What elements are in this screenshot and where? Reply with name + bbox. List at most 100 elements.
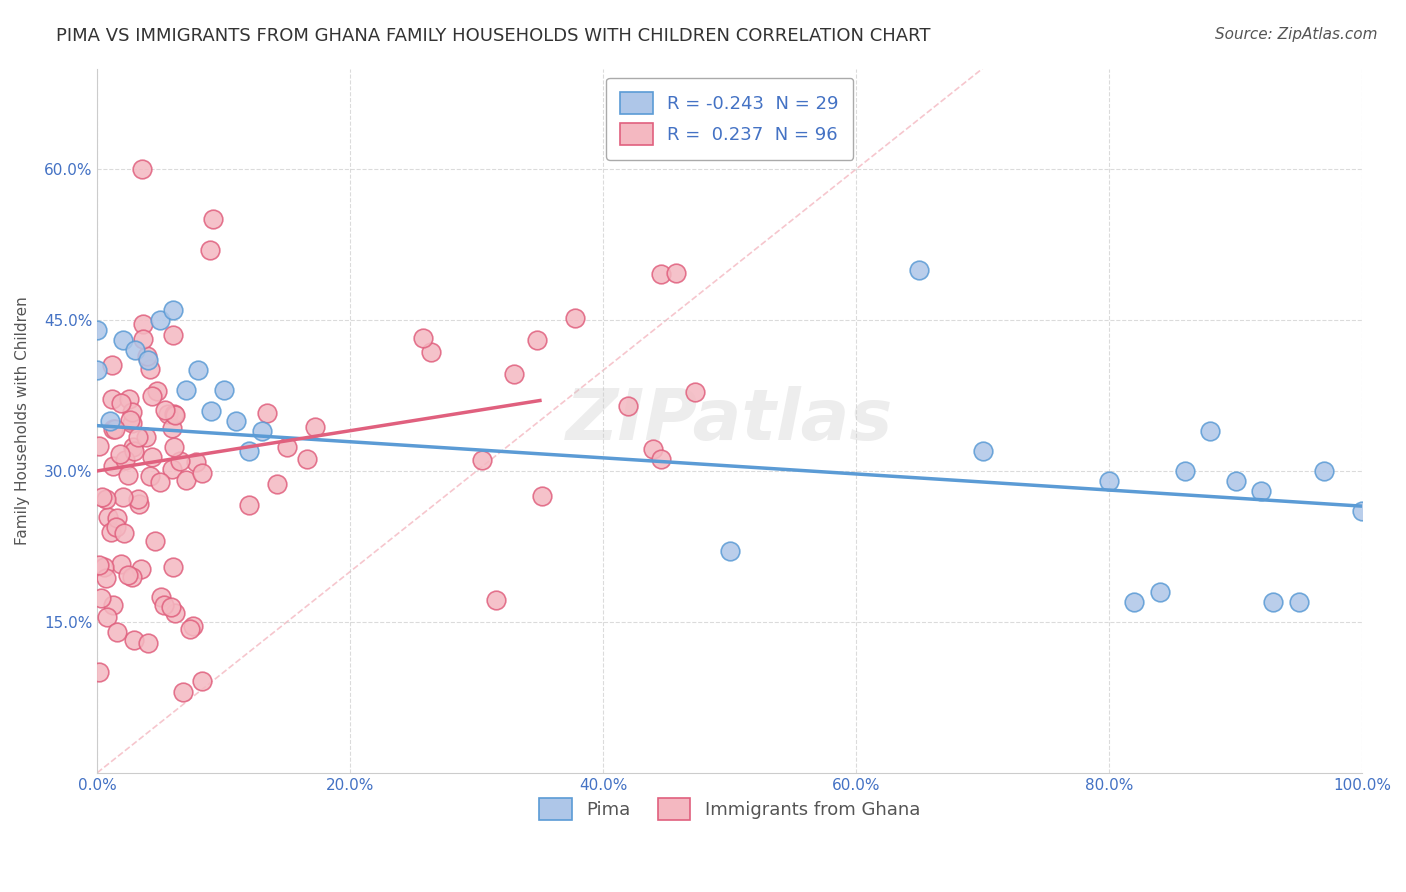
Point xyxy=(503,367,526,381)
Point xyxy=(86,323,108,337)
Point xyxy=(650,267,672,281)
Point xyxy=(163,606,186,620)
Point xyxy=(89,439,111,453)
Point xyxy=(90,591,112,605)
Point xyxy=(127,430,149,444)
Point xyxy=(143,534,166,549)
Point xyxy=(105,519,128,533)
Point xyxy=(141,389,163,403)
Point xyxy=(153,598,176,612)
Point xyxy=(155,403,177,417)
Point xyxy=(162,302,184,317)
Point xyxy=(485,592,508,607)
Point xyxy=(266,476,288,491)
Point xyxy=(250,424,273,438)
Point xyxy=(139,469,162,483)
Point xyxy=(101,422,124,436)
Point xyxy=(120,413,142,427)
Point xyxy=(297,452,319,467)
Point xyxy=(238,443,260,458)
Text: PIMA VS IMMIGRANTS FROM GHANA FAMILY HOUSEHOLDS WITH CHILDREN CORRELATION CHART: PIMA VS IMMIGRANTS FROM GHANA FAMILY HOU… xyxy=(56,27,931,45)
Point xyxy=(276,440,298,454)
Point xyxy=(1149,584,1171,599)
Point xyxy=(141,450,163,465)
Point xyxy=(256,405,278,419)
Point xyxy=(1288,595,1310,609)
Point xyxy=(90,490,112,504)
Point xyxy=(1123,595,1146,609)
Point xyxy=(121,405,143,419)
Point xyxy=(201,212,224,227)
Point xyxy=(96,609,118,624)
Point xyxy=(110,557,132,571)
Point xyxy=(616,399,638,413)
Point xyxy=(160,599,183,614)
Point xyxy=(131,162,153,177)
Point xyxy=(1199,424,1222,438)
Point xyxy=(564,311,586,326)
Point xyxy=(1351,504,1374,518)
Point xyxy=(136,353,159,368)
Point xyxy=(122,632,145,647)
Point xyxy=(156,407,179,421)
Point xyxy=(149,313,172,327)
Point xyxy=(101,392,124,406)
Point xyxy=(162,560,184,574)
Point xyxy=(419,344,441,359)
Point xyxy=(174,473,197,487)
Point xyxy=(139,361,162,376)
Y-axis label: Family Households with Children: Family Households with Children xyxy=(15,296,30,545)
Point xyxy=(97,509,120,524)
Point xyxy=(172,685,194,699)
Point xyxy=(160,420,183,434)
Point xyxy=(114,452,136,467)
Point xyxy=(1313,464,1336,478)
Point xyxy=(105,625,128,640)
Point xyxy=(718,544,741,558)
Point xyxy=(162,407,184,421)
Point xyxy=(89,558,111,573)
Point xyxy=(1225,474,1247,488)
Point xyxy=(117,567,139,582)
Point xyxy=(136,636,159,650)
Point xyxy=(131,562,153,576)
Point xyxy=(304,419,326,434)
Point xyxy=(162,327,184,342)
Text: Source: ZipAtlas.com: Source: ZipAtlas.com xyxy=(1215,27,1378,42)
Point xyxy=(132,317,155,331)
Point xyxy=(212,384,235,398)
Point xyxy=(121,417,143,431)
Point xyxy=(665,266,688,280)
Point xyxy=(98,414,121,428)
Point xyxy=(131,332,153,346)
Point xyxy=(191,673,214,688)
Point xyxy=(198,243,221,257)
Point xyxy=(412,331,434,345)
Point xyxy=(94,571,117,585)
Text: ZIPatlas: ZIPatlas xyxy=(567,386,893,455)
Point xyxy=(111,490,134,504)
Point xyxy=(93,559,115,574)
Point xyxy=(122,443,145,458)
Point xyxy=(1098,474,1121,488)
Point xyxy=(238,498,260,512)
Point xyxy=(174,384,197,398)
Point xyxy=(191,466,214,480)
Point xyxy=(641,442,664,456)
Point xyxy=(101,359,124,373)
Point xyxy=(108,447,131,461)
Point xyxy=(136,349,159,363)
Point xyxy=(128,491,150,506)
Point xyxy=(471,452,494,467)
Point xyxy=(183,618,205,632)
Point xyxy=(101,458,124,473)
Point xyxy=(87,665,110,680)
Point xyxy=(200,403,222,417)
Point xyxy=(1250,484,1272,499)
Point xyxy=(135,430,157,444)
Point xyxy=(160,462,183,476)
Point xyxy=(117,392,139,407)
Point xyxy=(650,452,672,467)
Point xyxy=(100,525,122,540)
Point xyxy=(86,363,108,377)
